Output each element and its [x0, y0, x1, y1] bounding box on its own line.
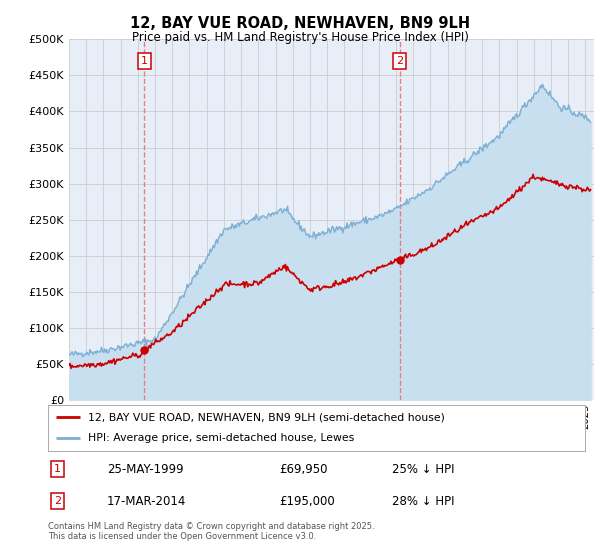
Text: Contains HM Land Registry data © Crown copyright and database right 2025.
This d: Contains HM Land Registry data © Crown c… — [48, 522, 374, 542]
Text: 1: 1 — [54, 464, 61, 474]
Text: 12, BAY VUE ROAD, NEWHAVEN, BN9 9LH: 12, BAY VUE ROAD, NEWHAVEN, BN9 9LH — [130, 16, 470, 31]
Text: 2: 2 — [54, 496, 61, 506]
Text: 28% ↓ HPI: 28% ↓ HPI — [392, 494, 454, 508]
Text: £69,950: £69,950 — [279, 463, 328, 475]
Text: 2: 2 — [396, 56, 403, 66]
Text: 25% ↓ HPI: 25% ↓ HPI — [392, 463, 454, 475]
Text: Price paid vs. HM Land Registry's House Price Index (HPI): Price paid vs. HM Land Registry's House … — [131, 31, 469, 44]
Text: 12, BAY VUE ROAD, NEWHAVEN, BN9 9LH (semi-detached house): 12, BAY VUE ROAD, NEWHAVEN, BN9 9LH (sem… — [88, 412, 445, 422]
Text: 25-MAY-1999: 25-MAY-1999 — [107, 463, 184, 475]
Text: 17-MAR-2014: 17-MAR-2014 — [107, 494, 187, 508]
Text: 1: 1 — [141, 56, 148, 66]
Text: HPI: Average price, semi-detached house, Lewes: HPI: Average price, semi-detached house,… — [88, 433, 355, 444]
Text: £195,000: £195,000 — [279, 494, 335, 508]
